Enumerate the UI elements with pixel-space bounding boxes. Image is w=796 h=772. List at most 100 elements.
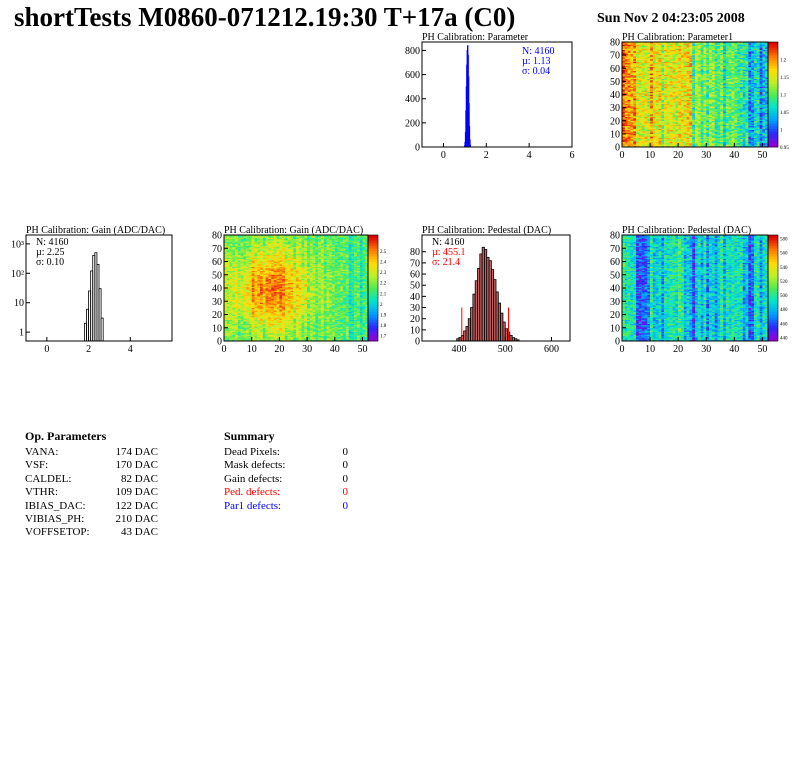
heatmap-cell [765,42,769,44]
heatmap-cell [759,73,763,75]
heatmap-cell [720,85,724,87]
heatmap-cell [709,57,712,60]
heatmap-cell [624,144,628,146]
heatmap-cell [226,323,230,326]
heatmap-cell [703,94,707,96]
heatmap-cell [666,65,670,68]
heatmap-cell [734,95,738,98]
heatmap-cell [751,56,755,58]
heatmap-cell [742,61,746,64]
heatmap-cell [636,118,639,120]
heatmap-cell [647,106,651,108]
heatmap-cell [700,47,704,49]
heatmap-cell [235,307,238,310]
heatmap-cell [692,57,696,60]
heatmap-cell [235,262,238,265]
heatmap-cell [678,116,682,119]
heatmap-cell [734,135,738,137]
y-tick-label: 600 [405,70,420,81]
heatmap-cell [652,42,656,44]
heatmap-cell [700,65,704,68]
heatmap-cell [734,86,738,89]
heatmap-cell [720,80,724,82]
heatmap-cell [658,99,662,102]
heatmap-cell [756,129,760,132]
heatmap-cell [235,321,238,323]
heatmap-cell [235,298,238,301]
heatmap-cell [728,65,732,68]
heatmap-cell [695,45,698,48]
heatmap-cell [641,133,645,136]
heatmap-cell [756,144,760,146]
heatmap-cell [661,57,665,60]
heatmap-cell [655,137,659,140]
heatmap-cell [664,74,668,77]
heatmap-cell [638,124,642,127]
heatmap-cell [627,56,631,58]
heatmap-cell [229,321,233,323]
heatmap-cell [706,77,710,79]
heatmap-cell [644,91,648,94]
heatmap-cell [762,84,766,86]
heatmap-cell [237,310,241,312]
heatmap-cell [636,120,639,123]
heatmap-cell [751,76,755,78]
heatmap-cell [647,76,651,78]
heatmap-cell [666,91,670,94]
heatmap-cell [633,145,637,148]
heatmap-cell [647,60,651,62]
heatmap-cell [655,145,659,148]
heatmap-cell [720,116,724,119]
heatmap-cell [689,105,693,107]
heatmap-cell [739,94,743,96]
heatmap-cells [224,235,369,342]
heatmap-cell [683,132,687,135]
heatmap-cell [734,116,738,119]
heatmap-cell [725,53,729,56]
heatmap-cell [765,89,769,91]
heatmap-cell [717,70,721,73]
heatmap-cell [246,282,250,285]
heatmap-cell [731,112,735,115]
heatmap-cell [762,105,766,107]
heatmap-cell [703,95,707,98]
heatmap-cell [633,94,637,96]
heatmap-cell [226,261,230,263]
heatmap-cell [633,103,637,106]
heatmap-cell [717,43,721,45]
heatmap-cell [714,143,718,145]
heatmap-cell [644,84,648,86]
heatmap-cell [666,56,670,58]
heatmap-cell [695,76,698,78]
heatmap-cell [243,269,247,271]
heatmap-cell [652,123,656,125]
heatmap-cell [731,101,735,103]
heatmap-cell [739,49,743,52]
heatmap-cell [237,294,241,297]
heatmap-cell [652,116,656,119]
heatmap-cell [622,56,625,58]
heatmap-cell [759,108,763,111]
heatmap-cell [737,87,741,90]
heatmap-cell [714,72,718,74]
heatmap-cell [745,106,749,108]
heatmap-cell [745,65,749,68]
heatmap-cell [237,299,241,302]
heatmap-cell [692,66,696,69]
heatmap-cell [647,139,651,141]
heatmap-cell [765,102,769,104]
heatmap-cell [675,86,679,89]
heatmap-cell [678,112,682,115]
heatmap-cell [224,246,227,249]
heatmap-cell [692,70,696,73]
heatmap-cell [686,56,690,58]
heatmap-cell [658,64,662,66]
heatmap-cell [695,66,698,69]
heatmap-cell [742,132,746,135]
heatmap-cell [624,133,628,136]
heatmap-cell [739,135,743,137]
heatmap-cell [666,127,670,129]
heatmap-cell [232,260,236,262]
heatmap-cell [664,116,668,119]
heatmap-cell [706,136,710,138]
